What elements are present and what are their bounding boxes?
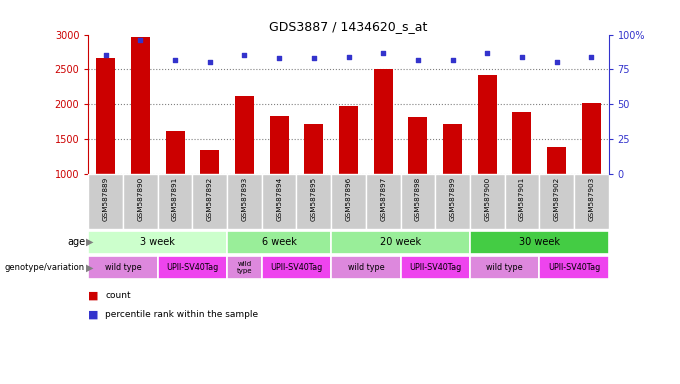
Point bbox=[239, 52, 250, 58]
Text: GSM587899: GSM587899 bbox=[449, 177, 456, 221]
Bar bbox=[477, 75, 497, 174]
FancyBboxPatch shape bbox=[331, 230, 470, 253]
Text: GSM587898: GSM587898 bbox=[415, 177, 421, 221]
Bar bbox=[131, 36, 150, 174]
Bar bbox=[269, 116, 289, 174]
Text: ■: ■ bbox=[88, 291, 99, 301]
FancyBboxPatch shape bbox=[123, 174, 158, 229]
Bar bbox=[96, 58, 116, 174]
FancyBboxPatch shape bbox=[401, 174, 435, 229]
Text: UPII-SV40Tag: UPII-SV40Tag bbox=[167, 263, 218, 272]
Text: 30 week: 30 week bbox=[519, 237, 560, 247]
Point bbox=[170, 56, 181, 63]
FancyBboxPatch shape bbox=[366, 174, 401, 229]
Text: GSM587893: GSM587893 bbox=[241, 177, 248, 221]
FancyBboxPatch shape bbox=[331, 174, 366, 229]
FancyBboxPatch shape bbox=[470, 174, 505, 229]
Text: UPII-SV40Tag: UPII-SV40Tag bbox=[409, 263, 461, 272]
Text: GSM587894: GSM587894 bbox=[276, 177, 282, 221]
Text: GSM587891: GSM587891 bbox=[172, 177, 178, 221]
FancyBboxPatch shape bbox=[158, 174, 192, 229]
Bar bbox=[408, 118, 428, 174]
Bar bbox=[235, 96, 254, 174]
FancyBboxPatch shape bbox=[227, 256, 262, 279]
Text: 3 week: 3 week bbox=[140, 237, 175, 247]
Bar bbox=[547, 147, 566, 174]
Point bbox=[273, 55, 284, 61]
Bar bbox=[165, 131, 185, 174]
Text: UPII-SV40Tag: UPII-SV40Tag bbox=[548, 263, 600, 272]
FancyBboxPatch shape bbox=[470, 230, 609, 253]
Point bbox=[308, 55, 320, 61]
Bar bbox=[443, 124, 462, 174]
FancyBboxPatch shape bbox=[88, 256, 158, 279]
FancyBboxPatch shape bbox=[296, 174, 331, 229]
Point bbox=[101, 52, 112, 58]
Bar bbox=[304, 124, 324, 174]
Point bbox=[481, 50, 492, 56]
FancyBboxPatch shape bbox=[539, 174, 574, 229]
Text: GSM587902: GSM587902 bbox=[554, 177, 560, 221]
Text: GSM587889: GSM587889 bbox=[103, 177, 109, 221]
FancyBboxPatch shape bbox=[505, 174, 539, 229]
Text: UPII-SV40Tag: UPII-SV40Tag bbox=[271, 263, 322, 272]
Point bbox=[412, 56, 423, 63]
Point bbox=[447, 56, 458, 63]
Text: count: count bbox=[105, 291, 131, 300]
Point bbox=[517, 54, 528, 60]
Text: ▶: ▶ bbox=[86, 263, 94, 273]
FancyBboxPatch shape bbox=[262, 174, 296, 229]
Bar bbox=[512, 113, 532, 174]
FancyBboxPatch shape bbox=[158, 256, 227, 279]
Text: wild type: wild type bbox=[486, 263, 523, 272]
FancyBboxPatch shape bbox=[192, 174, 227, 229]
Text: GSM587900: GSM587900 bbox=[484, 177, 490, 221]
FancyBboxPatch shape bbox=[539, 256, 609, 279]
Title: GDS3887 / 1434620_s_at: GDS3887 / 1434620_s_at bbox=[269, 20, 428, 33]
Point bbox=[204, 59, 215, 65]
Text: percentile rank within the sample: percentile rank within the sample bbox=[105, 310, 258, 319]
Text: GSM587892: GSM587892 bbox=[207, 177, 213, 221]
Point bbox=[585, 54, 597, 60]
Text: 20 week: 20 week bbox=[380, 237, 421, 247]
Text: wild
type: wild type bbox=[237, 261, 252, 274]
Text: GSM587897: GSM587897 bbox=[380, 177, 386, 221]
Point bbox=[343, 54, 354, 60]
Point bbox=[378, 50, 389, 56]
Bar bbox=[200, 150, 220, 174]
Text: GSM587903: GSM587903 bbox=[588, 177, 594, 221]
Bar bbox=[373, 70, 393, 174]
Point bbox=[135, 37, 146, 43]
Text: GSM587896: GSM587896 bbox=[345, 177, 352, 221]
FancyBboxPatch shape bbox=[574, 174, 609, 229]
FancyBboxPatch shape bbox=[435, 174, 470, 229]
Bar bbox=[339, 106, 358, 174]
FancyBboxPatch shape bbox=[331, 256, 401, 279]
Text: wild type: wild type bbox=[347, 263, 384, 272]
FancyBboxPatch shape bbox=[262, 256, 331, 279]
Point bbox=[551, 59, 562, 65]
Text: genotype/variation: genotype/variation bbox=[5, 263, 85, 272]
Text: GSM587890: GSM587890 bbox=[137, 177, 143, 221]
FancyBboxPatch shape bbox=[401, 256, 470, 279]
Text: age: age bbox=[67, 237, 85, 247]
Text: GSM587895: GSM587895 bbox=[311, 177, 317, 221]
FancyBboxPatch shape bbox=[88, 174, 123, 229]
FancyBboxPatch shape bbox=[470, 256, 539, 279]
FancyBboxPatch shape bbox=[88, 230, 227, 253]
Text: wild type: wild type bbox=[105, 263, 141, 272]
Text: ■: ■ bbox=[88, 310, 99, 320]
FancyBboxPatch shape bbox=[227, 174, 262, 229]
FancyBboxPatch shape bbox=[227, 230, 331, 253]
Text: GSM587901: GSM587901 bbox=[519, 177, 525, 221]
Text: 6 week: 6 week bbox=[262, 237, 296, 247]
Bar bbox=[581, 103, 601, 174]
Text: ▶: ▶ bbox=[86, 237, 94, 247]
